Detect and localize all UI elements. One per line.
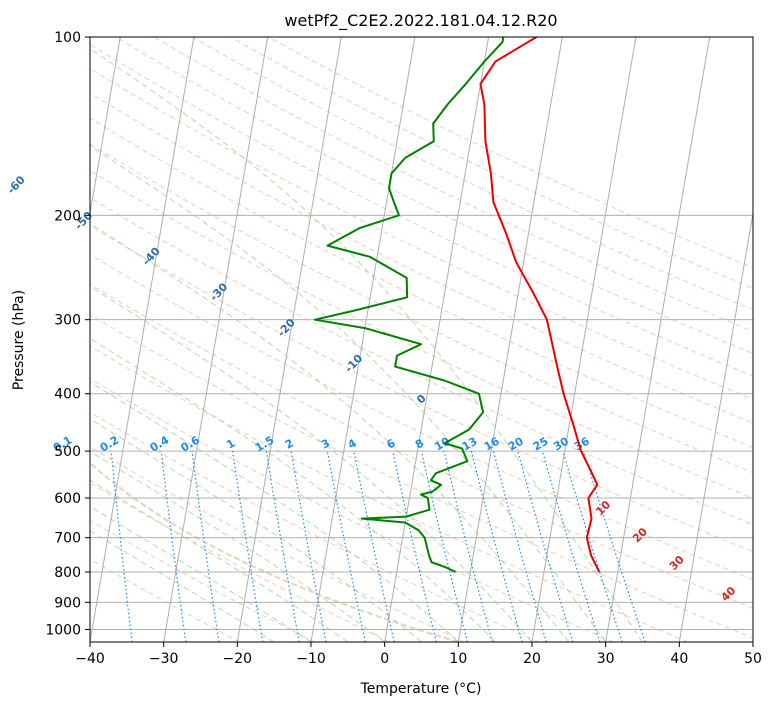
moist-adiabat-line xyxy=(90,530,275,642)
y-tick-label: 1000 xyxy=(45,622,81,638)
dewpoint-line xyxy=(313,37,505,573)
moist-adiabat-line xyxy=(90,381,459,642)
dry-adiabat-line xyxy=(90,225,753,553)
mixing-ratio-line xyxy=(326,450,366,642)
y-tick-label: 700 xyxy=(54,531,81,547)
moist-adiabat-line xyxy=(90,47,643,642)
y-tick-label: 300 xyxy=(54,313,81,329)
mixing-ratio-line xyxy=(492,450,547,642)
dry-adiabat-line xyxy=(90,314,753,639)
x-tick-label: −30 xyxy=(149,651,179,667)
moist-adiabat-line xyxy=(90,222,570,642)
y-tick-label: 100 xyxy=(54,30,81,46)
temperature-line xyxy=(479,37,601,573)
dry-adiabat-line xyxy=(115,37,753,355)
isotherm-line xyxy=(384,37,490,642)
y-tick-label: 800 xyxy=(54,565,81,581)
x-tick-label: 50 xyxy=(744,651,762,667)
moist-adiabat-line xyxy=(90,479,349,642)
chart-title: wetPf2_C2E2.2022.181.04.12.R20 xyxy=(284,11,557,31)
dry-adiabat-line xyxy=(90,253,753,581)
isotherm-line xyxy=(457,37,563,642)
background-lines xyxy=(90,37,753,642)
mixing-ratio-line xyxy=(541,450,601,642)
dry-adiabat-line xyxy=(90,378,614,642)
plot-frame xyxy=(89,36,754,643)
isotherm-line xyxy=(531,37,637,642)
dry-adiabat-line xyxy=(90,67,753,400)
y-tick-label: 600 xyxy=(54,491,81,507)
y-axis-label: Pressure (hPa) xyxy=(11,290,27,390)
isotherm-line xyxy=(678,210,753,642)
x-tick-label: 30 xyxy=(597,651,615,667)
mixing-ratio-line xyxy=(392,450,437,642)
y-tick-label: 200 xyxy=(54,208,81,224)
dry-adiabat-line xyxy=(90,519,315,642)
y-axis-ticks: 100 200 300 400 500 600 700 800 900 1000 xyxy=(45,30,90,638)
mixing-ratio-line xyxy=(191,451,220,642)
moist-adiabat-line xyxy=(90,450,385,642)
isotherm-line xyxy=(163,37,269,642)
mixing-ratio-line xyxy=(583,450,646,642)
x-tick-label: −10 xyxy=(296,651,326,667)
isotherm-line xyxy=(236,37,342,642)
x-tick-label: 0 xyxy=(380,651,389,667)
mixing-ratio-line xyxy=(160,451,187,642)
dry-adiabat-line xyxy=(90,345,689,642)
dry-adiabat-line xyxy=(90,92,753,424)
mixing-ratio-line xyxy=(470,450,523,642)
x-tick-label: −40 xyxy=(75,651,105,667)
x-tick-label: −20 xyxy=(223,651,253,667)
x-tick-label: 10 xyxy=(449,651,467,667)
mixing-ratio-line xyxy=(420,450,469,642)
dry-adiabat-line xyxy=(90,411,540,642)
isotherm-line xyxy=(605,37,711,642)
y-tick-label: 900 xyxy=(54,595,81,611)
mixing-ratio-line xyxy=(353,450,395,642)
isotherm-line xyxy=(310,37,416,642)
x-tick-label: 20 xyxy=(523,651,541,667)
dry-adiabat-line xyxy=(192,37,753,311)
dry-adiabat-line xyxy=(90,143,753,474)
x-axis-ticks: −40 −30 −20 −10 0 10 20 30 40 50 xyxy=(75,642,762,667)
y-tick-label: 500 xyxy=(54,444,81,460)
isotherm-line xyxy=(90,37,121,217)
mixing-ratio-line xyxy=(110,451,133,642)
dry-adiabat-line xyxy=(90,482,390,642)
x-axis-label: Temperature (°C) xyxy=(360,681,482,697)
mixing-ratio-line xyxy=(562,450,623,642)
y-tick-label: 400 xyxy=(54,387,81,403)
mixing-ratio-line xyxy=(517,450,574,642)
x-tick-label: 40 xyxy=(670,651,688,667)
sounding-lines xyxy=(313,37,601,573)
moist-adiabat-line xyxy=(90,337,496,642)
isotherm-line xyxy=(90,37,195,642)
moist-adiabat-line xyxy=(90,145,607,642)
dry-adiabat-line xyxy=(90,197,753,526)
mixing-ratio-line xyxy=(443,450,493,642)
